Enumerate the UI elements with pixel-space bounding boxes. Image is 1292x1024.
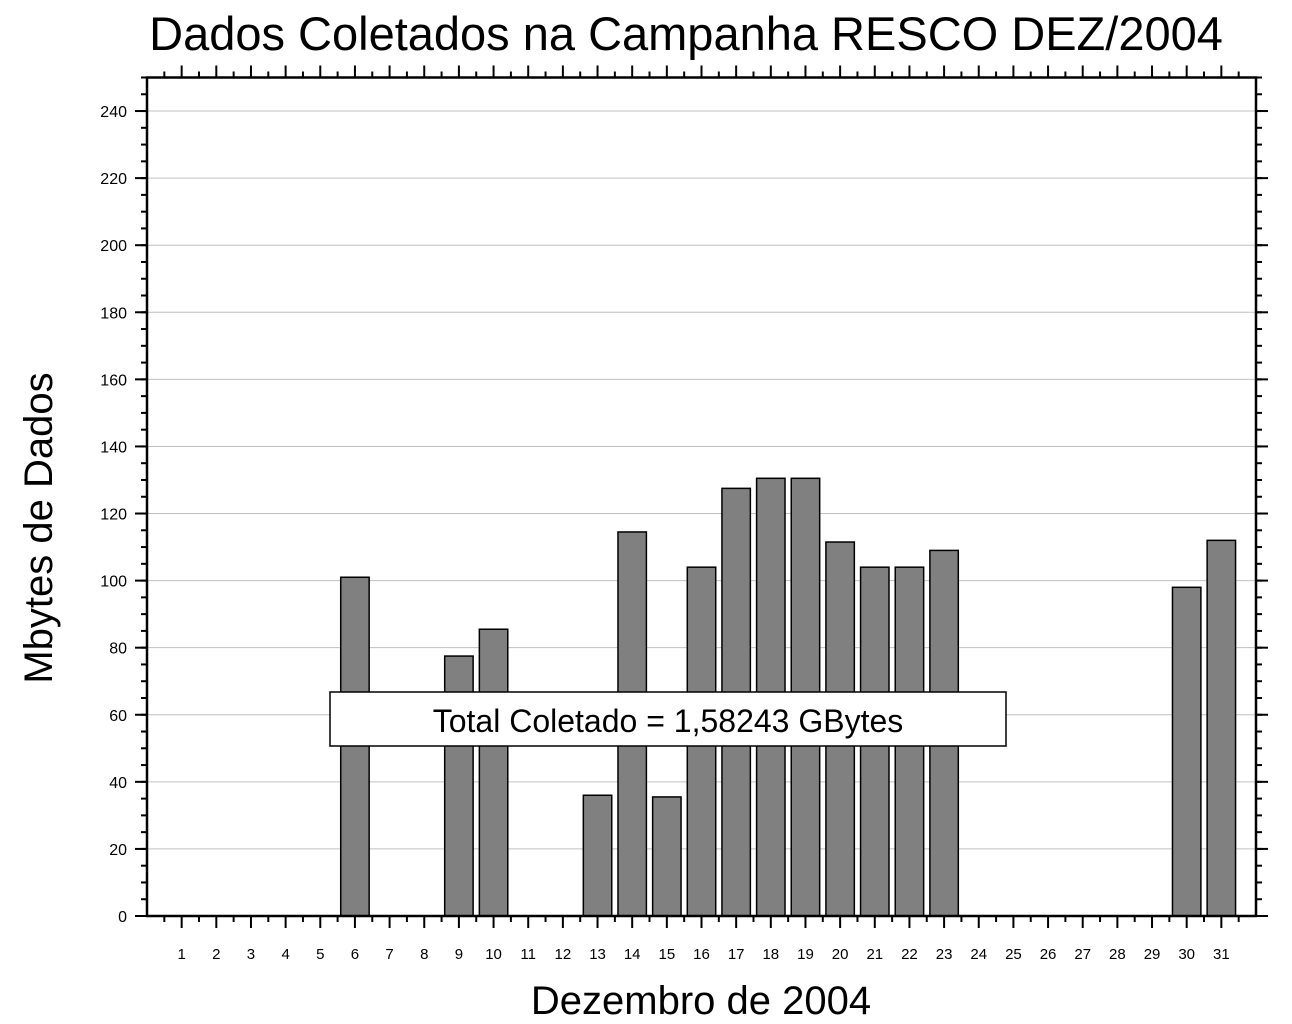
annotation: Total Coletado = 1,58243 GBytes bbox=[433, 703, 904, 739]
x-tick-label: 20 bbox=[832, 946, 849, 963]
x-tick-label: 9 bbox=[455, 946, 463, 963]
x-tick-label: 30 bbox=[1178, 946, 1195, 963]
x-tick-label: 15 bbox=[659, 946, 676, 963]
x-tick-label: 17 bbox=[728, 946, 745, 963]
y-tick-label: 60 bbox=[109, 708, 127, 725]
y-tick-label: 240 bbox=[100, 104, 127, 121]
annotation-box bbox=[329, 691, 1007, 747]
x-axis-label: Dezembro de 2004 bbox=[531, 979, 871, 1023]
x-tick-label: 22 bbox=[901, 946, 918, 963]
x-tick-label: 5 bbox=[316, 946, 324, 963]
y-tick-label: 220 bbox=[100, 171, 127, 188]
x-tick-label: 2 bbox=[212, 946, 220, 963]
y-tick-label: 0 bbox=[118, 909, 127, 926]
x-tick-label: 21 bbox=[866, 946, 883, 963]
y-tick-label: 120 bbox=[100, 507, 127, 524]
bar bbox=[478, 628, 509, 917]
bar bbox=[1171, 586, 1202, 917]
x-tick-label: 7 bbox=[385, 946, 393, 963]
y-tick-label: 180 bbox=[100, 305, 127, 322]
x-tick-label: 23 bbox=[936, 946, 953, 963]
y-tick-label: 100 bbox=[100, 574, 127, 591]
x-tick-label: 24 bbox=[970, 946, 987, 963]
y-tick-label: 160 bbox=[100, 372, 127, 389]
x-tick-label: 11 bbox=[520, 946, 536, 963]
x-tick-label: 1 bbox=[177, 946, 185, 963]
x-tick-label: 13 bbox=[589, 946, 606, 963]
y-tick-label: 40 bbox=[109, 775, 127, 792]
chart-title: Dados Coletados na Campanha RESCO DEZ/20… bbox=[149, 7, 1223, 60]
x-tick-label: 3 bbox=[247, 946, 255, 963]
x-tick-label: 12 bbox=[555, 946, 572, 963]
x-tick-label: 29 bbox=[1144, 946, 1161, 963]
x-tick-label: 31 bbox=[1213, 946, 1230, 963]
x-tick-label: 25 bbox=[1005, 946, 1022, 963]
x-tick-label: 28 bbox=[1109, 946, 1126, 963]
y-tick-label: 200 bbox=[100, 238, 127, 255]
y-tick-label: 20 bbox=[109, 842, 127, 859]
x-tick-label: 27 bbox=[1074, 946, 1091, 963]
bar bbox=[651, 796, 682, 917]
x-tick-label: 16 bbox=[693, 946, 710, 963]
plot-frame bbox=[145, 76, 1258, 918]
y-tick-label: 140 bbox=[100, 439, 127, 456]
bar bbox=[582, 794, 613, 917]
x-tick-label: 10 bbox=[485, 946, 502, 963]
x-tick-label: 26 bbox=[1040, 946, 1057, 963]
y-tick-label: 80 bbox=[109, 641, 127, 658]
x-tick-label: 18 bbox=[762, 946, 779, 963]
x-tick-label: 4 bbox=[281, 946, 289, 963]
x-tick-label: 14 bbox=[624, 946, 641, 963]
bar bbox=[1206, 539, 1237, 917]
x-tick-label: 6 bbox=[351, 946, 359, 963]
y-axis-label: Mbytes de Dados bbox=[17, 372, 61, 683]
x-tick-label: 19 bbox=[797, 946, 814, 963]
x-tick-label: 8 bbox=[420, 946, 428, 963]
